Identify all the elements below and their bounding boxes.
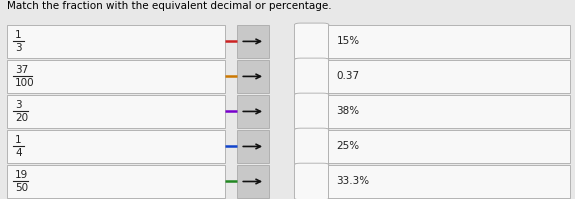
Text: 15%: 15% bbox=[336, 36, 359, 46]
FancyBboxPatch shape bbox=[294, 163, 329, 199]
Bar bbox=[237, 60, 269, 93]
Text: 25%: 25% bbox=[336, 141, 359, 151]
Text: 38%: 38% bbox=[336, 106, 359, 116]
Bar bbox=[7, 25, 225, 58]
Bar bbox=[328, 25, 570, 58]
Text: 4: 4 bbox=[15, 148, 22, 158]
Bar bbox=[328, 130, 570, 163]
Text: 20: 20 bbox=[15, 113, 28, 123]
Bar bbox=[237, 165, 269, 198]
Bar bbox=[237, 95, 269, 128]
Text: 3: 3 bbox=[15, 100, 22, 109]
Text: 100: 100 bbox=[15, 78, 34, 88]
FancyBboxPatch shape bbox=[294, 93, 329, 130]
FancyBboxPatch shape bbox=[294, 58, 329, 95]
FancyBboxPatch shape bbox=[294, 23, 329, 60]
Bar bbox=[328, 95, 570, 128]
Bar bbox=[328, 165, 570, 198]
Text: 33.3%: 33.3% bbox=[336, 177, 370, 186]
Bar bbox=[237, 130, 269, 163]
Bar bbox=[7, 130, 225, 163]
Bar bbox=[7, 165, 225, 198]
Text: Match the fraction with the equivalent decimal or percentage.: Match the fraction with the equivalent d… bbox=[7, 1, 332, 11]
Text: 37: 37 bbox=[15, 64, 28, 74]
Text: 1: 1 bbox=[15, 29, 22, 39]
Bar bbox=[7, 60, 225, 93]
Text: 1: 1 bbox=[15, 135, 22, 144]
Text: 0.37: 0.37 bbox=[336, 71, 359, 81]
Text: 3: 3 bbox=[15, 43, 22, 53]
Bar bbox=[7, 95, 225, 128]
Bar bbox=[237, 25, 269, 58]
FancyBboxPatch shape bbox=[294, 128, 329, 165]
Bar bbox=[328, 60, 570, 93]
Text: 50: 50 bbox=[15, 183, 28, 193]
Text: 19: 19 bbox=[15, 170, 28, 179]
